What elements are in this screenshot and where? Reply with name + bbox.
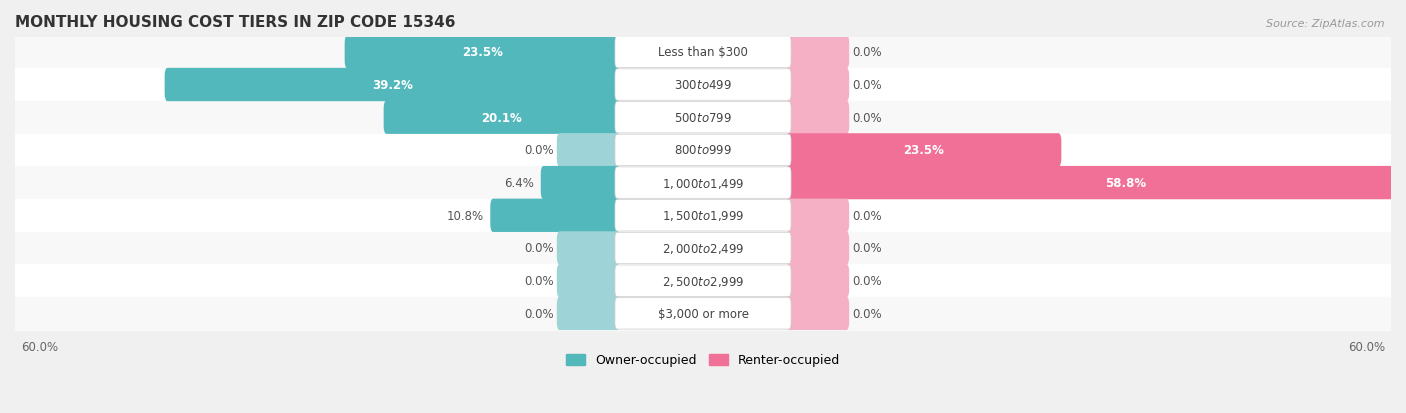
Text: $300 to $499: $300 to $499 — [673, 79, 733, 92]
Bar — [15, 69, 1391, 102]
Text: 0.0%: 0.0% — [852, 275, 882, 287]
Text: $2,500 to $2,999: $2,500 to $2,999 — [662, 274, 744, 288]
FancyBboxPatch shape — [614, 298, 792, 329]
FancyBboxPatch shape — [557, 134, 620, 167]
Text: $1,000 to $1,499: $1,000 to $1,499 — [662, 176, 744, 190]
Text: 0.0%: 0.0% — [852, 242, 882, 255]
Legend: Owner-occupied, Renter-occupied: Owner-occupied, Renter-occupied — [561, 349, 845, 371]
Text: 0.0%: 0.0% — [852, 79, 882, 92]
Text: 20.1%: 20.1% — [481, 112, 522, 124]
FancyBboxPatch shape — [557, 232, 620, 265]
Text: $500 to $799: $500 to $799 — [673, 112, 733, 124]
FancyBboxPatch shape — [614, 70, 792, 101]
Bar — [15, 167, 1391, 199]
FancyBboxPatch shape — [786, 166, 1406, 200]
Bar — [15, 232, 1391, 265]
Text: 0.0%: 0.0% — [524, 307, 554, 320]
Text: 60.0%: 60.0% — [21, 340, 58, 353]
Text: $2,000 to $2,499: $2,000 to $2,499 — [662, 241, 744, 255]
FancyBboxPatch shape — [557, 264, 620, 298]
Text: 58.8%: 58.8% — [1105, 177, 1147, 190]
FancyBboxPatch shape — [786, 232, 849, 265]
Text: 6.4%: 6.4% — [505, 177, 534, 190]
Text: $1,500 to $1,999: $1,500 to $1,999 — [662, 209, 744, 223]
Text: 23.5%: 23.5% — [903, 144, 945, 157]
FancyBboxPatch shape — [786, 199, 849, 233]
FancyBboxPatch shape — [344, 36, 620, 69]
Text: 0.0%: 0.0% — [852, 112, 882, 124]
Text: Source: ZipAtlas.com: Source: ZipAtlas.com — [1267, 19, 1385, 28]
FancyBboxPatch shape — [786, 134, 1062, 167]
FancyBboxPatch shape — [165, 69, 620, 102]
FancyBboxPatch shape — [786, 264, 849, 298]
Text: 0.0%: 0.0% — [524, 275, 554, 287]
Text: 39.2%: 39.2% — [371, 79, 413, 92]
Text: 0.0%: 0.0% — [852, 307, 882, 320]
Bar — [15, 134, 1391, 167]
Text: MONTHLY HOUSING COST TIERS IN ZIP CODE 15346: MONTHLY HOUSING COST TIERS IN ZIP CODE 1… — [15, 15, 456, 30]
Text: 0.0%: 0.0% — [524, 242, 554, 255]
FancyBboxPatch shape — [614, 200, 792, 231]
FancyBboxPatch shape — [786, 69, 849, 102]
Bar — [15, 265, 1391, 297]
FancyBboxPatch shape — [786, 101, 849, 135]
FancyBboxPatch shape — [614, 168, 792, 199]
FancyBboxPatch shape — [786, 297, 849, 330]
Text: $800 to $999: $800 to $999 — [673, 144, 733, 157]
FancyBboxPatch shape — [541, 166, 620, 200]
Bar — [15, 297, 1391, 330]
FancyBboxPatch shape — [384, 101, 620, 135]
FancyBboxPatch shape — [557, 297, 620, 330]
FancyBboxPatch shape — [614, 265, 792, 297]
FancyBboxPatch shape — [786, 36, 849, 69]
Text: $3,000 or more: $3,000 or more — [658, 307, 748, 320]
Bar — [15, 199, 1391, 232]
Text: Less than $300: Less than $300 — [658, 46, 748, 59]
FancyBboxPatch shape — [491, 199, 620, 233]
Text: 0.0%: 0.0% — [852, 46, 882, 59]
Text: 10.8%: 10.8% — [447, 209, 484, 222]
FancyBboxPatch shape — [614, 135, 792, 166]
Bar — [15, 36, 1391, 69]
Text: 23.5%: 23.5% — [461, 46, 503, 59]
FancyBboxPatch shape — [614, 102, 792, 133]
Bar — [15, 102, 1391, 134]
Text: 0.0%: 0.0% — [524, 144, 554, 157]
Text: 0.0%: 0.0% — [852, 209, 882, 222]
FancyBboxPatch shape — [614, 37, 792, 68]
Text: 60.0%: 60.0% — [1348, 340, 1385, 353]
FancyBboxPatch shape — [614, 233, 792, 264]
